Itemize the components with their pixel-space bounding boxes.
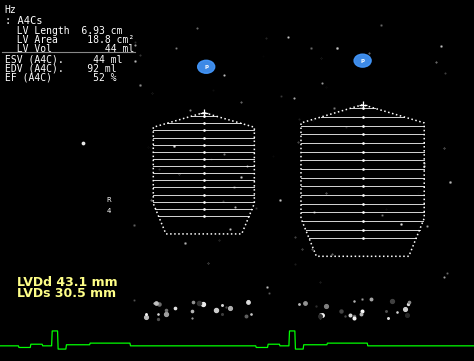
Text: LV Vol         44 ml: LV Vol 44 ml — [5, 44, 134, 54]
Text: 4: 4 — [107, 208, 111, 214]
Text: EF (A4C)       52 %: EF (A4C) 52 % — [5, 72, 116, 82]
Text: : A4Cs: : A4Cs — [5, 16, 42, 26]
Text: EDV (A4C).    92 ml: EDV (A4C). 92 ml — [5, 63, 116, 73]
Circle shape — [354, 54, 371, 67]
Text: p: p — [204, 64, 208, 69]
Text: LV Area     18.8 cm²: LV Area 18.8 cm² — [5, 35, 134, 45]
Text: LV Length  6.93 cm: LV Length 6.93 cm — [5, 26, 122, 36]
Text: p: p — [361, 58, 365, 63]
Circle shape — [198, 60, 215, 73]
Text: LVDs 30.5 mm: LVDs 30.5 mm — [17, 287, 116, 300]
Text: R: R — [107, 197, 111, 203]
Text: ESV (A4C).     44 ml: ESV (A4C). 44 ml — [5, 54, 122, 64]
Text: Hz: Hz — [5, 5, 17, 16]
Text: LVDd 43.1 mm: LVDd 43.1 mm — [17, 276, 117, 289]
